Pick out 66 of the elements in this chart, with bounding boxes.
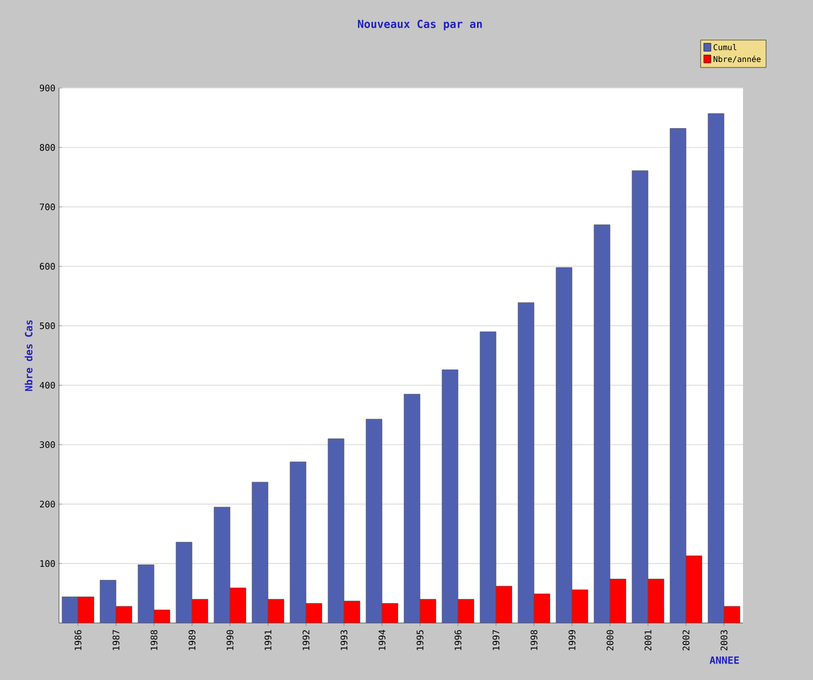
bar [344, 600, 360, 623]
bar [480, 332, 496, 623]
bar [382, 603, 398, 623]
y-tick-label: 100 [40, 560, 55, 567]
bar [572, 590, 588, 623]
x-tick-label: 2003 [720, 630, 728, 650]
bar [496, 586, 512, 623]
bar [62, 596, 78, 623]
bar [268, 599, 284, 623]
x-tick-label: 1997 [492, 630, 500, 650]
bar [154, 610, 170, 623]
x-tick-label: 1996 [454, 630, 462, 650]
bar [100, 580, 116, 623]
y-tick-label: 500 [40, 322, 55, 330]
x-tick-label: 1986 [74, 630, 82, 650]
y-tick-label: 300 [40, 441, 55, 448]
bar [442, 370, 458, 623]
bar [138, 564, 154, 623]
bar [724, 606, 740, 623]
bar [176, 542, 192, 623]
x-tick-label: 1990 [226, 630, 234, 650]
bar [610, 578, 626, 623]
bar [366, 418, 382, 623]
bar [556, 267, 572, 623]
x-tick-label: 1988 [150, 630, 158, 650]
y-axis-title: Nbre des Cas [24, 320, 32, 391]
chart-title: Nouveaux Cas par an [358, 20, 482, 30]
x-tick-label: 1992 [302, 630, 310, 650]
x-tick-label: 1999 [568, 630, 576, 650]
x-tick-label: 1993 [340, 630, 348, 650]
bar [306, 603, 322, 623]
bar [328, 438, 344, 623]
y-tick-label: 700 [40, 203, 55, 210]
bar [648, 578, 664, 623]
bar [458, 599, 474, 623]
y-tick-label: 800 [40, 144, 55, 151]
bar [594, 224, 610, 623]
bar [290, 462, 306, 623]
x-tick-label: 1991 [264, 630, 272, 650]
bar [214, 506, 230, 623]
y-tick-label: 600 [40, 262, 55, 270]
bar [518, 302, 534, 623]
bar [420, 599, 436, 623]
x-tick-label: 2002 [682, 630, 690, 650]
bar [404, 394, 420, 623]
x-tick-label: 1989 [188, 630, 196, 650]
x-tick-label: 1994 [378, 630, 386, 650]
bar [534, 594, 550, 623]
bar [116, 606, 132, 623]
x-tick-label: 2000 [606, 630, 614, 650]
bar [686, 556, 702, 623]
bar [632, 170, 648, 623]
bar [708, 113, 724, 623]
bar [670, 128, 686, 623]
x-tick-label: 1998 [530, 630, 538, 650]
bar [78, 596, 94, 623]
bar [252, 482, 268, 623]
y-tick-label: 400 [40, 382, 55, 389]
x-tick-label: 1987 [112, 630, 120, 650]
x-tick-label: 1995 [416, 630, 424, 650]
bar [230, 588, 246, 623]
x-axis-title: ANNEE [710, 656, 739, 664]
bar [192, 599, 208, 623]
y-tick-label: 900 [40, 84, 55, 92]
x-tick-label: 2001 [644, 630, 652, 650]
y-tick-label: 200 [40, 500, 55, 508]
